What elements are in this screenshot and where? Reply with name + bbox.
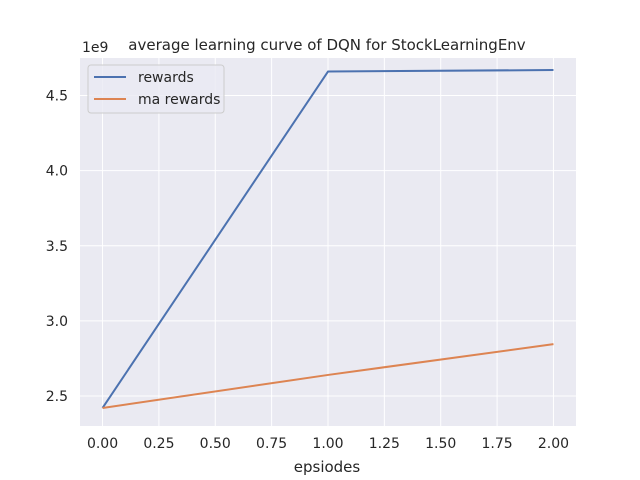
grid (80, 58, 576, 426)
x-tick-label: 0.00 (87, 436, 118, 452)
y-tick-label: 4.5 (46, 89, 68, 105)
y-tick-label: 3.5 (46, 239, 68, 255)
series-line-ma-rewards (102, 343, 554, 409)
x-tick-label: 0.25 (143, 436, 174, 452)
series-line-rewards (101, 69, 554, 409)
y-axis-offset-label: 1e9 (82, 40, 108, 56)
x-tick-label: 1.00 (312, 436, 343, 452)
tick-labels: 0.00 0.25 0.50 0.75 1.00 1.25 1.50 1.75 2.00 2.5 3… (46, 89, 569, 452)
x-tick-label: 1.25 (369, 436, 400, 452)
y-tick-label: 2.5 (46, 389, 68, 405)
x-axis-label: epsiodes (294, 458, 361, 476)
series-lines (101, 69, 554, 409)
y-tick-label: 3.0 (46, 314, 68, 330)
x-tick-label: 1.75 (482, 436, 513, 452)
legend: rewards ma rewards (87, 64, 225, 114)
x-tick-label: 1.50 (425, 436, 456, 452)
legend-label-ma-rewards: ma rewards (138, 92, 220, 108)
y-tick-label: 4.0 (46, 164, 68, 180)
x-tick-label: 0.75 (256, 436, 287, 452)
chart-title: average learning curve of DQN for StockL… (128, 36, 526, 54)
x-tick-label: 0.50 (200, 436, 231, 452)
legend-label-rewards: rewards (138, 70, 194, 86)
x-tick-label: 2.00 (538, 436, 569, 452)
